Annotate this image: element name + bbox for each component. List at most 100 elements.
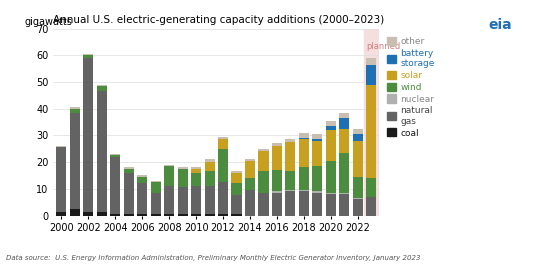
Bar [299,167,309,190]
Bar [326,194,336,215]
Bar [97,91,107,211]
Bar [366,58,376,65]
Bar [326,121,336,126]
Bar [326,130,336,161]
Bar [366,197,376,215]
Bar [272,193,282,215]
Bar [178,169,188,187]
Bar [232,183,241,195]
Bar [151,214,161,215]
Bar [312,141,322,166]
Bar [70,107,80,109]
Bar [151,182,161,193]
Bar [339,194,349,215]
Bar [365,29,378,215]
Bar [164,165,174,166]
Bar [84,55,94,58]
Bar [110,154,120,155]
Bar [70,209,80,215]
Bar [191,167,201,169]
Bar [285,191,295,215]
Bar [191,214,201,215]
Bar [191,173,201,186]
Bar [299,191,309,215]
Bar [272,170,282,191]
Bar [205,214,214,215]
Bar [151,193,161,214]
Bar [258,171,268,193]
Bar [245,159,255,161]
Bar [299,139,309,167]
Bar [353,129,363,134]
Bar [312,134,322,139]
Bar [164,186,174,214]
Bar [205,159,214,162]
Bar [353,141,363,177]
Bar [285,142,295,171]
Bar [245,161,255,178]
Bar [178,167,188,169]
Bar [339,193,349,194]
Bar [178,214,188,215]
Bar [205,162,214,171]
Bar [218,137,228,139]
Bar [110,214,120,215]
Bar [326,193,336,194]
Bar [57,147,67,211]
Bar [124,169,134,173]
Bar [218,139,228,149]
Bar [97,86,107,91]
Bar [137,214,147,215]
Bar [299,190,309,191]
Bar [258,193,268,215]
Bar [285,139,295,142]
Bar [70,109,80,113]
Bar [84,58,94,211]
Bar [137,183,147,214]
Bar [110,157,120,214]
Text: eia: eia [489,18,512,32]
Bar [164,214,174,215]
Bar [366,178,376,197]
Bar [191,169,201,173]
Bar [137,176,147,177]
Text: gigawatts: gigawatts [24,17,72,27]
Bar [353,200,363,215]
Bar [232,173,241,183]
Bar [312,193,322,215]
Bar [299,133,309,138]
Bar [57,211,67,215]
Text: Data source:  U.S. Energy Information Administration, Preliminary Monthly Electr: Data source: U.S. Energy Information Adm… [6,255,420,261]
Bar [339,129,349,153]
Text: planned: planned [366,42,400,51]
Legend: other, battery
storage, solar, wind, nuclear, natural
gas, coal: other, battery storage, solar, wind, nuc… [387,37,435,138]
Bar [326,161,336,193]
Bar [151,181,161,182]
Bar [272,191,282,193]
Bar [353,177,363,198]
Bar [339,118,349,129]
Bar [326,126,336,130]
Bar [285,190,295,191]
Bar [57,146,67,147]
Bar [178,187,188,214]
Bar [97,85,107,86]
Bar [205,171,214,186]
Bar [218,182,228,214]
Bar [339,113,349,118]
Bar [258,152,268,171]
Bar [232,214,241,215]
Bar [245,178,255,190]
Bar [272,146,282,170]
Bar [245,190,255,215]
Bar [110,155,120,157]
Bar [232,195,241,214]
Bar [70,113,80,209]
Bar [124,173,134,214]
Bar [97,211,107,215]
Bar [84,211,94,215]
Bar [339,153,349,193]
Bar [232,171,241,173]
Bar [191,186,201,214]
Bar [124,214,134,215]
